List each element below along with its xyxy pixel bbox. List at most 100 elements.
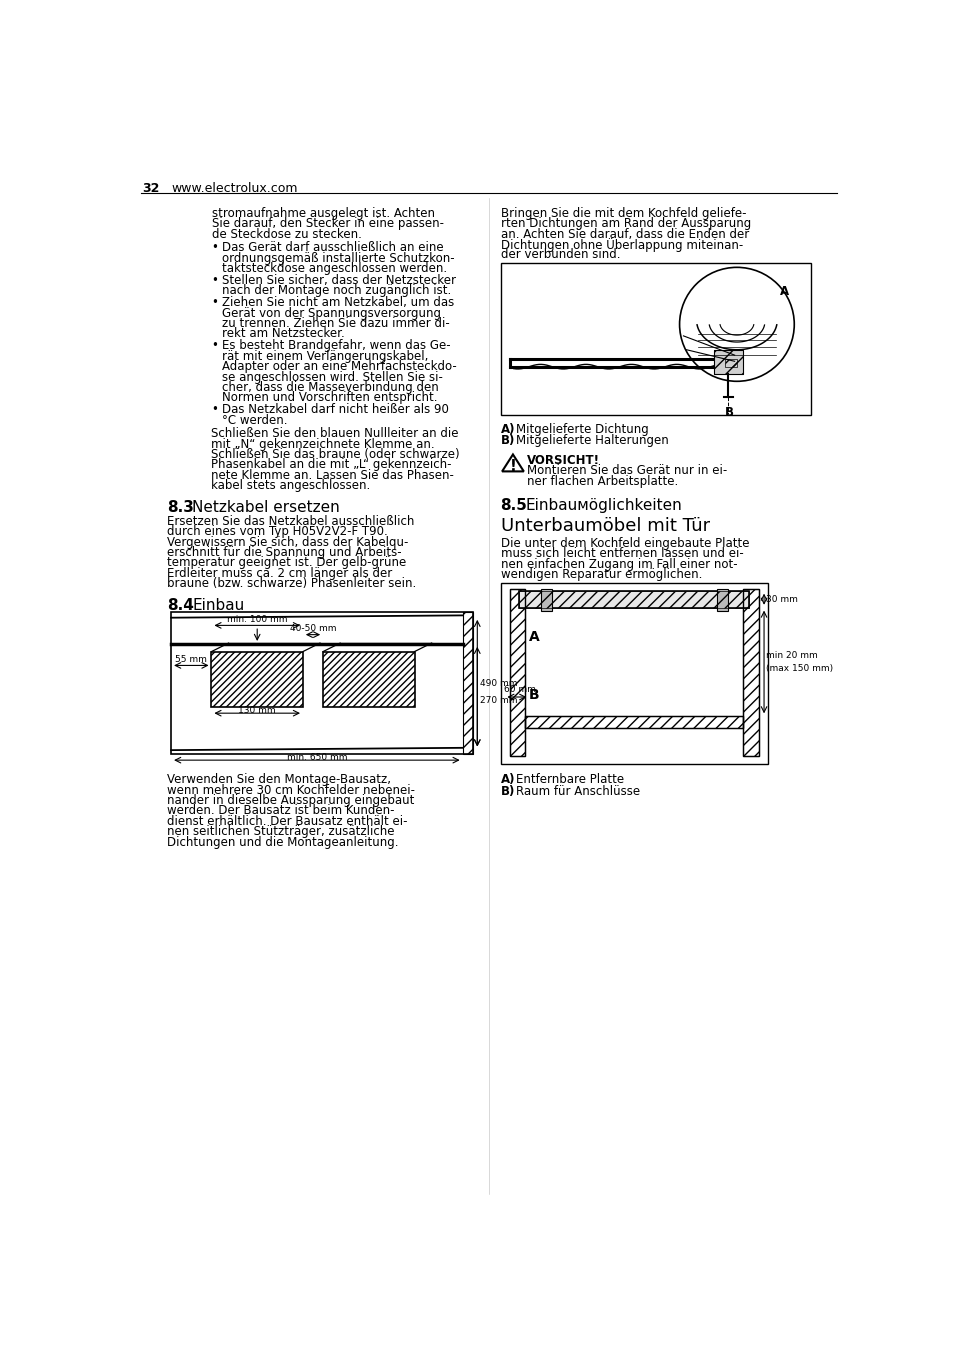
- Text: •: •: [212, 274, 218, 287]
- Text: Ziehen Sie nicht am Netzkabel, um das: Ziehen Sie nicht am Netzkabel, um das: [221, 296, 454, 310]
- Text: 60 mm: 60 mm: [504, 685, 536, 694]
- Text: 270 mm: 270 mm: [479, 696, 517, 704]
- Text: nach der Montage noch zugänglich ist.: nach der Montage noch zugänglich ist.: [221, 284, 451, 297]
- Text: 32: 32: [142, 183, 160, 195]
- Text: Mitgelieferte Dichtung: Mitgelieferte Dichtung: [516, 423, 648, 435]
- Text: 30 mm: 30 mm: [765, 595, 797, 604]
- Text: de Steckdose zu stecken.: de Steckdose zu stecken.: [212, 227, 362, 241]
- Text: 8.4: 8.4: [167, 598, 194, 612]
- Text: Verwenden Sie den Montage-Bausatz,: Verwenden Sie den Montage-Bausatz,: [167, 773, 391, 787]
- Text: nen seitlichen Stützträger, zusätzliche: nen seitlichen Stützträger, zusätzliche: [167, 825, 395, 838]
- Text: B: B: [723, 406, 733, 419]
- Text: se angeschlossen wird. Stellen Sie si-: se angeschlossen wird. Stellen Sie si-: [221, 370, 442, 384]
- Text: Einbau: Einbau: [192, 598, 244, 612]
- Bar: [500, 583, 767, 764]
- Text: B): B): [500, 784, 515, 798]
- Text: 8.5: 8.5: [500, 499, 527, 514]
- Text: •: •: [212, 339, 218, 353]
- Bar: [742, 589, 758, 756]
- Text: Raum für Anschlüsse: Raum für Anschlüsse: [516, 784, 639, 798]
- Text: A): A): [500, 423, 515, 435]
- Bar: [713, 350, 742, 375]
- Text: Vergewissern Sie sich, dass der Kabelqu-: Vergewissern Sie sich, dass der Kabelqu-: [167, 535, 408, 549]
- Bar: [716, 589, 727, 611]
- Text: Schließen Sie das braune (oder schwarze): Schließen Sie das braune (oder schwarze): [212, 448, 459, 461]
- Text: zu trennen. Ziehen Sie dazu immer di-: zu trennen. Ziehen Sie dazu immer di-: [221, 316, 449, 330]
- Text: 490 mm: 490 mm: [479, 679, 517, 688]
- Bar: [713, 350, 742, 375]
- Text: taktsteckdose angeschlossen werden.: taktsteckdose angeschlossen werden.: [221, 262, 446, 274]
- Text: Einbauмöglichkeiten: Einbauмöglichkeiten: [525, 499, 681, 514]
- Text: Ersetzen Sie das Netzkabel ausschließlich: Ersetzen Sie das Netzkabel ausschließlic…: [167, 515, 415, 527]
- Bar: [724, 360, 736, 366]
- Text: temperatur geeignet ist. Der gelb-grüne: temperatur geeignet ist. Der gelb-grüne: [167, 557, 406, 569]
- Text: min. 100 mm: min. 100 mm: [227, 615, 287, 623]
- Text: www.electrolux.com: www.electrolux.com: [172, 183, 298, 195]
- Bar: [525, 717, 742, 727]
- Text: min 20 mm: min 20 mm: [765, 652, 817, 660]
- Text: ner flachen Arbeitsplatte.: ner flachen Arbeitsplatte.: [526, 476, 678, 488]
- Text: Adapter oder an eine Mehrfachsteckdo-: Adapter oder an eine Mehrfachsteckdo-: [221, 360, 456, 373]
- Bar: [323, 652, 415, 707]
- Text: Sie darauf, den Stecker in eine passen-: Sie darauf, den Stecker in eine passen-: [212, 218, 444, 230]
- Text: braune (bzw. schwarze) Phasenleiter sein.: braune (bzw. schwarze) Phasenleiter sein…: [167, 577, 416, 591]
- Text: erschnitt für die Spannung und Arbeits-: erschnitt für die Spannung und Arbeits-: [167, 546, 401, 560]
- Text: cher, dass die Masseverbindung den: cher, dass die Masseverbindung den: [221, 381, 437, 393]
- Text: min. 650 mm: min. 650 mm: [286, 753, 347, 763]
- Text: Entfernbare Platte: Entfernbare Platte: [516, 773, 623, 787]
- Text: Dichtungen und die Montageanleitung.: Dichtungen und die Montageanleitung.: [167, 836, 398, 849]
- Text: Die unter dem Kochfeld eingebaute Platte: Die unter dem Kochfeld eingebaute Platte: [500, 537, 748, 550]
- Text: wenn mehrere 30 cm Kochfelder nebenei-: wenn mehrere 30 cm Kochfelder nebenei-: [167, 784, 415, 796]
- Text: °C werden.: °C werden.: [221, 414, 287, 427]
- Text: rekt am Netzstecker.: rekt am Netzstecker.: [221, 327, 344, 341]
- Bar: [462, 611, 473, 754]
- Text: Es besteht Brandgefahr, wenn das Ge-: Es besteht Brandgefahr, wenn das Ge-: [221, 339, 450, 353]
- Text: nen einfachen Zugang im Fall einer not-: nen einfachen Zugang im Fall einer not-: [500, 557, 737, 571]
- Text: (max 150 mm): (max 150 mm): [765, 664, 832, 673]
- Text: werden. Der Bausatz ist beim Kunden-: werden. Der Bausatz ist beim Kunden-: [167, 804, 395, 818]
- Text: Erdleiter muss ca. 2 cm länger als der: Erdleiter muss ca. 2 cm länger als der: [167, 566, 392, 580]
- Text: Netzkabel ersetzen: Netzkabel ersetzen: [192, 499, 339, 515]
- Text: A: A: [779, 285, 788, 299]
- Text: Unterbaumöbel mit Tür: Unterbaumöbel mit Tür: [500, 516, 709, 535]
- Text: •: •: [212, 241, 218, 254]
- Text: Normen und Vorschriften entspricht.: Normen und Vorschriften entspricht.: [221, 391, 436, 404]
- Bar: [509, 589, 525, 756]
- Text: rät mit einem Verlängerungskabel,: rät mit einem Verlängerungskabel,: [221, 350, 428, 362]
- Text: dienst erhältlich. Der Bausatz enthält ei-: dienst erhältlich. Der Bausatz enthält e…: [167, 815, 407, 827]
- Text: stromaufnahme ausgelegt ist. Achten: stromaufnahme ausgelegt ist. Achten: [212, 207, 435, 220]
- Text: Gerät von der Spannungsversorgung: Gerät von der Spannungsversorgung: [221, 307, 440, 319]
- Text: durch eines vom Typ H05V2V2-F T90.: durch eines vom Typ H05V2V2-F T90.: [167, 526, 388, 538]
- Bar: [518, 591, 748, 607]
- Bar: [525, 717, 742, 727]
- Text: 130 mm: 130 mm: [238, 707, 275, 715]
- Text: Stellen Sie sicher, dass der Netzstecker: Stellen Sie sicher, dass der Netzstecker: [221, 274, 456, 287]
- Text: kabel stets angeschlossen.: kabel stets angeschlossen.: [212, 479, 371, 492]
- Text: Montieren Sie das Gerät nur in ei-: Montieren Sie das Gerät nur in ei-: [526, 465, 726, 477]
- Text: •: •: [212, 296, 218, 310]
- Bar: [540, 589, 551, 611]
- Text: B): B): [500, 434, 515, 448]
- Text: Bringen Sie die mit dem Kochfeld geliefe-: Bringen Sie die mit dem Kochfeld geliefe…: [500, 207, 745, 220]
- Text: nete Klemme an. Lassen Sie das Phasen-: nete Klemme an. Lassen Sie das Phasen-: [212, 469, 454, 481]
- Bar: [500, 262, 810, 415]
- Text: nander in dieselbe Aussparung eingebaut: nander in dieselbe Aussparung eingebaut: [167, 794, 415, 807]
- Bar: [742, 589, 758, 756]
- Text: der verbunden sind.: der verbunden sind.: [500, 249, 619, 261]
- Bar: [171, 611, 473, 754]
- Text: muss sich leicht entfernen lassen und ei-: muss sich leicht entfernen lassen und ei…: [500, 548, 742, 560]
- Text: A): A): [500, 773, 515, 787]
- Text: Mitgelieferte Halterungen: Mitgelieferte Halterungen: [516, 434, 668, 448]
- Text: an. Achten Sie darauf, dass die Enden der: an. Achten Sie darauf, dass die Enden de…: [500, 227, 748, 241]
- Bar: [509, 589, 525, 756]
- Text: A: A: [529, 630, 539, 644]
- Text: wendigen Reparatur ermöglichen.: wendigen Reparatur ermöglichen.: [500, 568, 701, 581]
- Bar: [518, 591, 748, 607]
- Text: B: B: [529, 688, 539, 702]
- Text: 8.3: 8.3: [167, 499, 194, 515]
- Text: Phasenkabel an die mit „L“ gekennzeich-: Phasenkabel an die mit „L“ gekennzeich-: [212, 458, 452, 472]
- Text: 55 mm: 55 mm: [175, 654, 207, 664]
- Text: Das Netzkabel darf nicht heißer als 90: Das Netzkabel darf nicht heißer als 90: [221, 403, 448, 416]
- Text: !: !: [509, 460, 516, 475]
- Text: Dichtungen ohne Überlappung miteinan-: Dichtungen ohne Überlappung miteinan-: [500, 238, 742, 251]
